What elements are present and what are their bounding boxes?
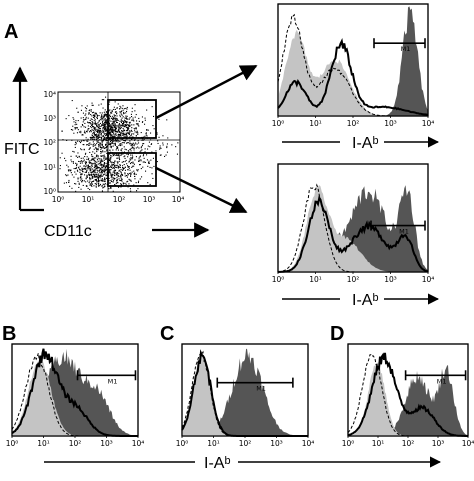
panel-letter-d: D [330, 323, 344, 345]
hist-tick-label: 10⁰ [6, 439, 19, 448]
hist-tick-label: 10⁴ [422, 275, 435, 284]
histogram-dark-fill [182, 348, 308, 436]
lower-gate-arrow [155, 166, 248, 214]
histogram-light-fill [348, 361, 468, 436]
dot-y-tick-4: 10⁴ [43, 90, 56, 99]
panel-letter-c: C [160, 323, 174, 345]
histogram-light-fill [12, 359, 138, 436]
histogram-light-fill [278, 29, 428, 116]
histogram-dark-fill [348, 365, 468, 436]
histogram-a-upper: M1 10⁰ 10¹ 10² 10³ 10⁴ [272, 3, 435, 128]
dot-x-tick-2: 10² [113, 195, 126, 204]
gate-label: M1 [437, 377, 447, 385]
histogram-dark-fill [278, 6, 428, 117]
dot-x-tick-4: 10⁴ [172, 195, 185, 204]
hist-tick-label: 10³ [432, 439, 445, 448]
gate-label: M1 [256, 385, 266, 393]
hist-tick-label: 10² [69, 439, 82, 448]
hist-tick-label: 10³ [384, 119, 397, 128]
hist-tick-label: 10³ [100, 439, 113, 448]
dot-y-tick-1: 10¹ [43, 163, 56, 172]
histogram-a-lower: M1 10⁰ 10¹ 10² 10³ 10⁴ [272, 163, 435, 284]
histogram-d: M1 10⁰ 10¹ 10² 10³ 10⁴ [342, 343, 474, 448]
a-upper-axis-label: I-Aᵇ [352, 135, 378, 152]
hist-tick-label: 10⁴ [462, 439, 474, 448]
dot-y-tick-3: 10³ [43, 114, 56, 123]
hist-tick-label: 10⁴ [422, 119, 435, 128]
dot-y-tick-0: 10⁰ [43, 187, 56, 196]
histogram-light-fill [182, 354, 308, 436]
dot-x-tick-1: 10¹ [82, 195, 95, 204]
hist-tick-label: 10¹ [309, 119, 322, 128]
cd11c-label: CD11c [44, 223, 92, 240]
histogram-b: M1 10⁰ 10¹ 10² 10³ 10⁴ [6, 343, 145, 448]
hist-tick-label: 10² [402, 439, 415, 448]
gate-label: M1 [401, 45, 411, 53]
hist-tick-label: 10⁴ [302, 439, 315, 448]
shared-axis-label: I-Aᵇ [204, 455, 230, 472]
hist-tick-label: 10¹ [309, 275, 322, 284]
hist-tick-label: 10⁰ [272, 119, 285, 128]
fitc-label: FITC [4, 141, 40, 158]
gate-label: M1 [399, 228, 409, 236]
panel-letter-b: B [2, 323, 16, 345]
hist-tick-label: 10¹ [207, 439, 220, 448]
histogram-solid-line [277, 195, 429, 273]
a-lower-axis-label: I-Aᵇ [352, 292, 378, 309]
histogram-solid-line [347, 352, 468, 437]
gate-label: M1 [108, 377, 118, 385]
hist-tick-label: 10⁰ [272, 275, 285, 284]
upper-gate [107, 99, 157, 139]
hist-tick-label: 10³ [384, 275, 397, 284]
hist-tick-label: 10⁰ [176, 439, 189, 448]
dot-x-tick-0: 10⁰ [52, 195, 65, 204]
hist-tick-label: 10¹ [37, 439, 50, 448]
lower-gate [107, 152, 157, 187]
histogram-c: M1 10⁰ 10¹ 10² 10³ 10⁴ [176, 343, 315, 448]
hist-tick-label: 10⁰ [342, 439, 355, 448]
upper-gate-arrow [155, 64, 258, 120]
hist-tick-label: 10¹ [372, 439, 385, 448]
dot-plot: 10⁰ 10¹ 10² 10³ 10⁴ 10⁰ 10¹ 10² 10³ 10⁴ [43, 90, 184, 204]
hist-tick-label: 10³ [270, 439, 283, 448]
dot-x-tick-3: 10³ [143, 195, 156, 204]
histogram-solid-line [277, 37, 429, 116]
hist-tick-label: 10² [347, 119, 360, 128]
hist-tick-label: 10² [239, 439, 252, 448]
hist-tick-label: 10² [347, 275, 360, 284]
dot-y-tick-2: 10² [43, 138, 56, 147]
panel-letter-a: A [4, 21, 18, 43]
hist-tick-label: 10⁴ [132, 439, 145, 448]
